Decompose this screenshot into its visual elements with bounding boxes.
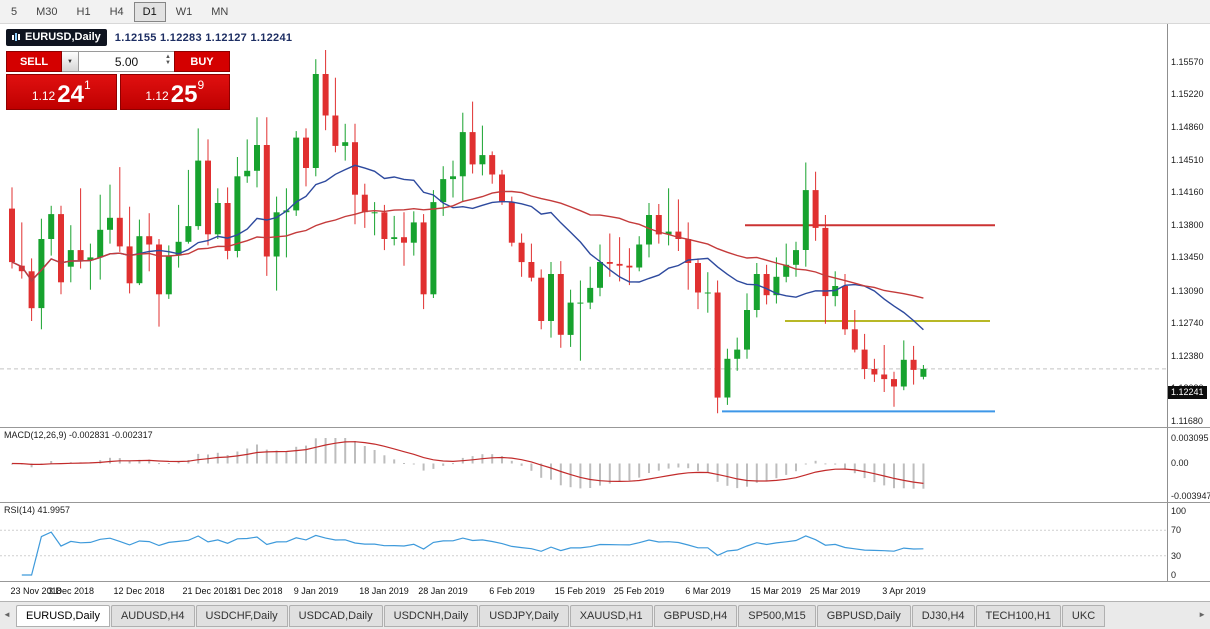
bid-prefix: 1.12 xyxy=(31,89,56,103)
one-click-trading-widget: SELL ▼ 5.00 ▲ ▼ BUY 1.12 24 1 xyxy=(6,51,230,110)
volume-field[interactable]: 5.00 ▲ ▼ xyxy=(79,51,174,72)
ohlc-values: 1.12155 1.12283 1.12127 1.12241 xyxy=(114,31,293,44)
arrow-left-icon: ◄ xyxy=(3,610,11,619)
timeframe-button-h1[interactable]: H1 xyxy=(68,2,100,22)
chart-tab-usdjpy-daily[interactable]: USDJPY,Daily xyxy=(479,604,569,627)
date-axis-label: 15 Mar 2019 xyxy=(750,586,802,596)
buy-price-button[interactable]: 1.12 25 9 xyxy=(119,74,230,110)
volume-value: 5.00 xyxy=(114,54,139,69)
date-axis-label: 18 Jan 2019 xyxy=(359,586,409,596)
chart-tab-ukc[interactable]: UKC xyxy=(1061,604,1106,627)
rsi-indicator-canvas[interactable] xyxy=(0,503,1167,582)
candlestick-chart-icon xyxy=(12,33,20,41)
date-axis-label: 3 Dec 2018 xyxy=(47,586,95,596)
chevron-down-icon: ▼ xyxy=(67,58,73,65)
timeframe-button-mn[interactable]: MN xyxy=(202,2,237,22)
chart-tab-dj30-h4[interactable]: DJ30,H4 xyxy=(911,604,975,627)
main-chart-panel: EURUSD,Daily 1.12155 1.12283 1.12127 1.1… xyxy=(0,24,1210,427)
price-axis-label: 1.12380 xyxy=(1171,351,1204,361)
rsi-axis-label: 30 xyxy=(1171,551,1182,561)
rsi-axis[interactable]: 100 70 30 0 xyxy=(1167,503,1210,581)
date-axis-label: 15 Feb 2019 xyxy=(554,586,606,596)
chart-tab-usdcnh-daily[interactable]: USDCNH,Daily xyxy=(383,604,479,627)
spinner-down-icon: ▼ xyxy=(165,60,171,66)
volume-dropdown-button[interactable]: ▼ xyxy=(62,51,79,72)
timeframe-button-d1[interactable]: D1 xyxy=(133,1,166,22)
date-axis-label: 21 Dec 2018 xyxy=(182,586,234,596)
chart-tab-sp500-m15[interactable]: SP500,M15 xyxy=(738,604,816,627)
price-axis[interactable]: 1.15570 1.15220 1.14860 1.14510 1.14160 1.138… xyxy=(1167,24,1210,427)
chart-tab-gbpusd-daily[interactable]: GBPUSD,Daily xyxy=(816,604,911,627)
rsi-axis-label: 0 xyxy=(1171,570,1177,580)
price-axis-label: 1.13450 xyxy=(1171,252,1204,262)
rsi-axis-label: 70 xyxy=(1171,525,1182,535)
timeframe-toolbar: 5 M30 H1 H4 D1 W1 MN xyxy=(0,0,1210,24)
date-axis-label: 3 Apr 2019 xyxy=(882,586,926,596)
trade-controls-row: SELL ▼ 5.00 ▲ ▼ BUY xyxy=(6,51,230,72)
spinner-up-icon: ▲ xyxy=(165,54,171,60)
date-axis-label: 9 Jan 2019 xyxy=(293,586,339,596)
symbol-badge: EURUSD,Daily xyxy=(6,29,107,46)
arrow-right-icon: ► xyxy=(1198,610,1206,619)
time-axis[interactable]: 23 Nov 2018 3 Dec 2018 12 Dec 2018 21 Dec 2… xyxy=(0,581,1210,601)
sell-price-button[interactable]: 1.12 24 1 xyxy=(6,74,117,110)
chart-tab-tech100-h1[interactable]: TECH100,H1 xyxy=(975,604,1061,627)
timeframe-button-w1[interactable]: W1 xyxy=(167,2,202,22)
macd-indicator-canvas[interactable] xyxy=(0,428,1167,503)
trade-prices-row: 1.12 24 1 1.12 25 9 xyxy=(6,74,230,110)
date-axis-label: 25 Mar 2019 xyxy=(809,586,861,596)
chart-tab-usdchf-daily[interactable]: USDCHF,Daily xyxy=(195,604,288,627)
macd-axis-label: 0.003095 xyxy=(1171,433,1209,443)
rsi-panel: RSI(14) 41.9957 100 70 30 0 xyxy=(0,502,1210,581)
macd-axis-label: 0.00 xyxy=(1171,458,1189,468)
macd-axis[interactable]: 0.003095 0.00 -0.003947 xyxy=(1167,428,1210,502)
price-axis-label: 1.14510 xyxy=(1171,155,1204,165)
chart-tab-usdcad-daily[interactable]: USDCAD,Daily xyxy=(288,604,383,627)
ask-big-digits: 25 xyxy=(170,81,198,109)
chart-tab-xauusd-h1[interactable]: XAUUSD,H1 xyxy=(569,604,653,627)
price-axis-label: 1.13090 xyxy=(1171,286,1204,296)
price-axis-label: 1.12740 xyxy=(1171,318,1204,328)
macd-panel: MACD(12,26,9) -0.002831 -0.002317 0.0030… xyxy=(0,427,1210,502)
price-axis-label: 1.13800 xyxy=(1171,220,1204,230)
date-axis-label: 6 Mar 2019 xyxy=(685,586,731,596)
volume-spinner[interactable]: ▲ ▼ xyxy=(165,54,171,66)
macd-label: MACD(12,26,9) -0.002831 -0.002317 xyxy=(4,430,153,440)
bid-big-digits: 24 xyxy=(57,81,84,109)
chart-tab-eurusd-daily[interactable]: EURUSD,Daily xyxy=(16,604,110,627)
macd-axis-label: -0.003947 xyxy=(1171,491,1210,501)
chart-title: EURUSD,Daily 1.12155 1.12283 1.12127 1.1… xyxy=(6,29,292,46)
date-axis-label: 28 Jan 2019 xyxy=(418,586,468,596)
chart-tab-audusd-h4[interactable]: AUDUSD,H4 xyxy=(110,604,195,627)
timeframe-button-m30[interactable]: M30 xyxy=(27,2,66,22)
chart-tab-bar: ◄ EURUSD,Daily AUDUSD,H4 USDCHF,Daily USDCA… xyxy=(0,601,1210,629)
ask-prefix: 1.12 xyxy=(145,89,169,103)
ask-pipette: 9 xyxy=(197,78,205,92)
price-axis-label: 1.14860 xyxy=(1171,122,1204,132)
date-axis-label: 31 Dec 2018 xyxy=(231,586,283,596)
bid-pipette: 1 xyxy=(83,78,91,92)
price-axis-label: 1.15570 xyxy=(1171,57,1204,67)
sell-button[interactable]: SELL xyxy=(6,51,62,72)
price-axis-label: 1.11680 xyxy=(1171,416,1203,426)
price-axis-label: 1.15220 xyxy=(1171,89,1204,99)
current-price-badge: 1.12241 xyxy=(1168,386,1207,399)
tab-list: EURUSD,Daily AUDUSD,H4 USDCHF,Daily USDCAD,… xyxy=(16,604,1106,627)
date-axis-label: 12 Dec 2018 xyxy=(113,586,165,596)
date-axis-label: 23 Nov 2018 xyxy=(10,586,62,596)
price-axis-label: 1.14160 xyxy=(1171,187,1204,197)
tab-scroll-right-button[interactable]: ► xyxy=(1198,610,1206,619)
timeframe-button-5[interactable]: 5 xyxy=(2,2,26,22)
rsi-axis-label: 100 xyxy=(1171,506,1187,516)
date-axis-label: 6 Feb 2019 xyxy=(489,586,535,596)
rsi-label: RSI(14) 41.9957 xyxy=(4,505,71,515)
price-chart-canvas[interactable] xyxy=(0,24,1167,427)
buy-button[interactable]: BUY xyxy=(174,51,230,72)
symbol-period-label: EURUSD,Daily xyxy=(25,31,101,43)
tab-scroll-left-button[interactable]: ◄ xyxy=(3,610,11,619)
timeframe-button-h4[interactable]: H4 xyxy=(101,2,133,22)
date-axis-label: 25 Feb 2019 xyxy=(613,586,665,596)
chart-tab-gbpusd-h4[interactable]: GBPUSD,H4 xyxy=(653,604,738,627)
